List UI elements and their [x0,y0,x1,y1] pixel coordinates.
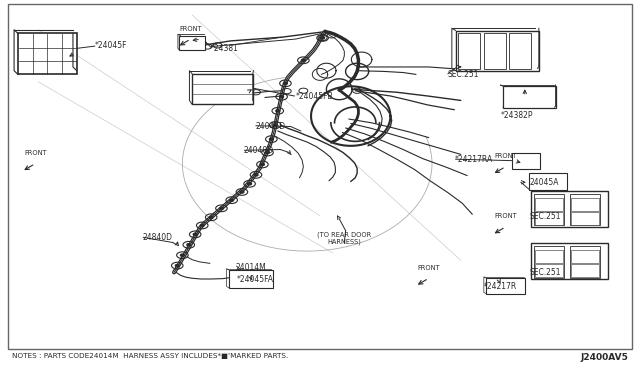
Circle shape [200,224,204,227]
Circle shape [248,183,252,185]
Circle shape [276,110,280,112]
Text: *24045FB: *24045FB [296,92,333,101]
Circle shape [280,96,284,98]
Bar [486,278,525,294]
Text: *24217R: *24217R [484,282,517,291]
Text: 24014M: 24014M [236,263,266,272]
Bar [179,36,205,50]
Bar [509,33,531,69]
Text: *24382P: *24382P [500,111,533,120]
Text: *24381: *24381 [211,44,239,53]
Circle shape [240,191,244,193]
Circle shape [254,174,258,176]
Bar [229,270,273,288]
Bar [531,243,608,279]
Text: FRONT: FRONT [494,153,517,159]
Circle shape [284,82,287,84]
Text: *24217RA: *24217RA [454,155,493,164]
Bar [503,86,556,108]
Bar [192,74,253,104]
Bar [571,264,599,277]
Text: (TO REAR DOOR
HARNESS): (TO REAR DOOR HARNESS) [317,231,371,245]
Text: FRONT: FRONT [494,214,517,219]
Circle shape [230,199,234,201]
Circle shape [220,207,223,209]
Circle shape [193,233,197,235]
Circle shape [321,37,324,39]
Text: J2400AV5: J2400AV5 [580,353,628,362]
Circle shape [209,216,213,218]
Bar [18,33,77,74]
Bar [535,264,563,277]
Text: 24045A: 24045A [530,178,559,187]
Bar [571,198,599,211]
Text: *24045F: *24045F [95,41,127,50]
Bar [535,198,563,211]
Text: FRONT: FRONT [24,150,47,156]
Bar [535,250,563,263]
Text: NOTES : PARTS CODE24014M  HARNESS ASSY INCLUDES*■'MARKED PARTS.: NOTES : PARTS CODE24014M HARNESS ASSY IN… [12,353,288,359]
Circle shape [269,138,273,140]
Circle shape [273,124,277,126]
Text: 24045D: 24045D [256,122,286,131]
Circle shape [175,264,179,267]
Text: SEC.251: SEC.251 [448,70,479,79]
Text: *24045FA: *24045FA [237,275,274,284]
Bar [458,33,480,69]
Bar [456,31,539,71]
Bar [512,153,540,169]
Bar [571,250,599,263]
Bar [534,194,564,225]
Bar [571,212,599,225]
Bar [484,33,506,69]
Text: SEC.251: SEC.251 [530,268,561,277]
Text: 24040D: 24040D [243,146,273,155]
Circle shape [180,254,184,256]
Text: FRONT: FRONT [417,265,440,271]
Bar [570,194,600,225]
Text: 24840D: 24840D [142,233,172,242]
Text: SEC.251: SEC.251 [530,212,561,221]
Bar [534,246,564,278]
Circle shape [301,59,305,61]
Bar [570,246,600,278]
Bar [535,212,563,225]
Bar [531,191,608,227]
Text: FRONT: FRONT [179,26,202,32]
Circle shape [266,151,269,154]
Circle shape [260,163,264,166]
Bar [529,173,567,190]
Circle shape [187,244,191,246]
